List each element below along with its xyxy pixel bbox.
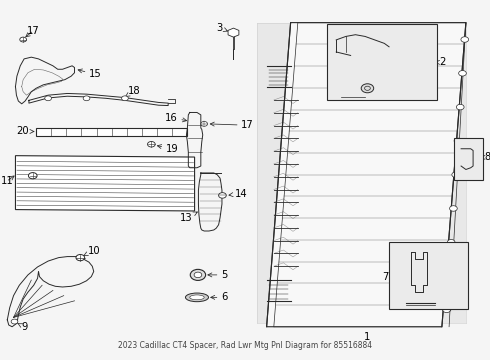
Circle shape — [445, 273, 453, 279]
Circle shape — [454, 138, 462, 144]
Text: 6: 6 — [211, 292, 227, 302]
Circle shape — [447, 239, 455, 245]
Text: 4: 4 — [349, 83, 360, 93]
Circle shape — [190, 269, 206, 280]
Circle shape — [28, 172, 37, 179]
Circle shape — [122, 96, 128, 101]
Text: 16: 16 — [165, 113, 187, 123]
Text: 1: 1 — [364, 332, 370, 342]
Text: 11: 11 — [1, 176, 14, 186]
Bar — [327, 24, 437, 100]
Circle shape — [361, 84, 374, 93]
Text: 14: 14 — [229, 189, 247, 199]
Ellipse shape — [190, 295, 204, 300]
Bar — [454, 138, 483, 180]
Circle shape — [219, 193, 226, 198]
Text: 2: 2 — [435, 57, 446, 67]
Text: 2023 Cadillac CT4 Spacer, Rad Lwr Mtg Pnl Diagram for 85516884: 2023 Cadillac CT4 Spacer, Rad Lwr Mtg Pn… — [118, 341, 372, 350]
Polygon shape — [267, 23, 466, 327]
Ellipse shape — [185, 293, 209, 302]
Text: 18: 18 — [125, 86, 141, 96]
Circle shape — [456, 104, 464, 110]
Circle shape — [194, 272, 202, 278]
Circle shape — [443, 307, 450, 312]
Text: 7: 7 — [383, 272, 404, 282]
Circle shape — [20, 37, 26, 42]
Polygon shape — [257, 23, 466, 323]
Polygon shape — [16, 156, 195, 211]
Circle shape — [11, 319, 18, 324]
Text: 12: 12 — [40, 171, 63, 181]
Text: 17: 17 — [26, 26, 39, 37]
Text: 17: 17 — [210, 120, 254, 130]
Text: 3: 3 — [216, 23, 227, 33]
Text: 20: 20 — [16, 126, 34, 136]
Circle shape — [450, 206, 457, 211]
Text: 19: 19 — [157, 144, 178, 154]
Text: 15: 15 — [78, 69, 102, 80]
Circle shape — [461, 37, 468, 42]
Bar — [36, 128, 187, 136]
Circle shape — [201, 121, 208, 126]
Text: 9: 9 — [18, 322, 27, 332]
Text: 10: 10 — [83, 246, 100, 256]
Circle shape — [147, 141, 155, 147]
Circle shape — [45, 96, 51, 101]
Text: 8: 8 — [481, 152, 490, 162]
Bar — [389, 242, 468, 310]
Circle shape — [452, 172, 460, 177]
Circle shape — [459, 71, 466, 76]
Text: 5: 5 — [208, 270, 227, 280]
Text: 13: 13 — [179, 212, 197, 223]
Circle shape — [76, 255, 85, 261]
Circle shape — [83, 96, 90, 101]
